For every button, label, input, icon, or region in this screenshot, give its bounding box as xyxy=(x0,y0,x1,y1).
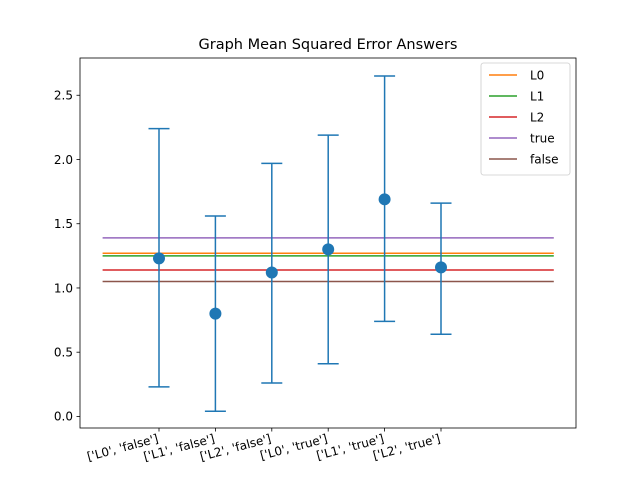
data-point-3 xyxy=(322,243,335,256)
y-tick-label-4: 2.0 xyxy=(54,153,73,167)
chart-title: Graph Mean Squared Error Answers xyxy=(199,37,458,53)
y-tick-label-2: 1.0 xyxy=(54,281,73,295)
legend-label-L0: L0 xyxy=(530,68,544,82)
data-points xyxy=(153,193,447,320)
legend-label-L2: L2 xyxy=(530,110,544,124)
data-point-1 xyxy=(209,307,222,320)
y-axis: 0.0 0.5 1.0 1.5 2.0 2.5 xyxy=(54,89,80,424)
legend-box xyxy=(480,62,571,176)
y-tick-label-1: 0.5 xyxy=(54,346,73,360)
y-tick-label-0: 0.0 xyxy=(54,410,73,424)
legend-label-true: true xyxy=(530,131,555,145)
legend-label-L1: L1 xyxy=(530,89,544,103)
y-tick-label-5: 2.5 xyxy=(54,89,73,103)
data-point-5 xyxy=(435,261,447,274)
y-tick-label-3: 1.5 xyxy=(54,217,73,231)
legend: L0 L1 L2 true false xyxy=(480,62,571,176)
data-point-0 xyxy=(153,252,165,265)
data-point-2 xyxy=(265,266,278,279)
legend-label-false: false xyxy=(530,152,559,166)
data-point-4 xyxy=(378,193,391,206)
